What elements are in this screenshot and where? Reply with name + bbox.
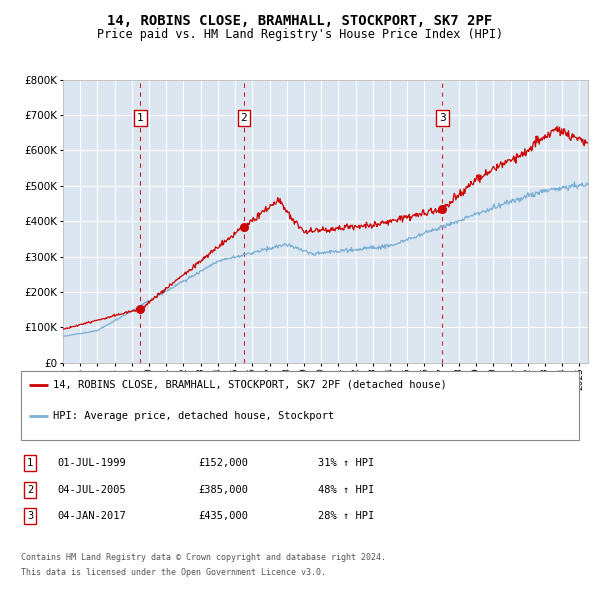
Text: 3: 3 [27, 512, 33, 521]
Text: 2: 2 [27, 485, 33, 494]
Text: 04-JAN-2017: 04-JAN-2017 [57, 512, 126, 521]
Text: Contains HM Land Registry data © Crown copyright and database right 2024.: Contains HM Land Registry data © Crown c… [21, 553, 386, 562]
Text: 48% ↑ HPI: 48% ↑ HPI [318, 485, 374, 494]
Text: 1: 1 [27, 458, 33, 468]
Text: 01-JUL-1999: 01-JUL-1999 [57, 458, 126, 468]
Text: £385,000: £385,000 [198, 485, 248, 494]
Text: £152,000: £152,000 [198, 458, 248, 468]
Text: 14, ROBINS CLOSE, BRAMHALL, STOCKPORT, SK7 2PF: 14, ROBINS CLOSE, BRAMHALL, STOCKPORT, S… [107, 14, 493, 28]
Text: 3: 3 [439, 113, 446, 123]
Text: £435,000: £435,000 [198, 512, 248, 521]
Text: 04-JUL-2005: 04-JUL-2005 [57, 485, 126, 494]
Text: 14, ROBINS CLOSE, BRAMHALL, STOCKPORT, SK7 2PF (detached house): 14, ROBINS CLOSE, BRAMHALL, STOCKPORT, S… [53, 380, 446, 389]
Text: HPI: Average price, detached house, Stockport: HPI: Average price, detached house, Stoc… [53, 411, 334, 421]
Text: 31% ↑ HPI: 31% ↑ HPI [318, 458, 374, 468]
Text: 2: 2 [241, 113, 247, 123]
Text: Price paid vs. HM Land Registry's House Price Index (HPI): Price paid vs. HM Land Registry's House … [97, 28, 503, 41]
Text: 1: 1 [137, 113, 144, 123]
Text: This data is licensed under the Open Government Licence v3.0.: This data is licensed under the Open Gov… [21, 568, 326, 577]
Text: 28% ↑ HPI: 28% ↑ HPI [318, 512, 374, 521]
